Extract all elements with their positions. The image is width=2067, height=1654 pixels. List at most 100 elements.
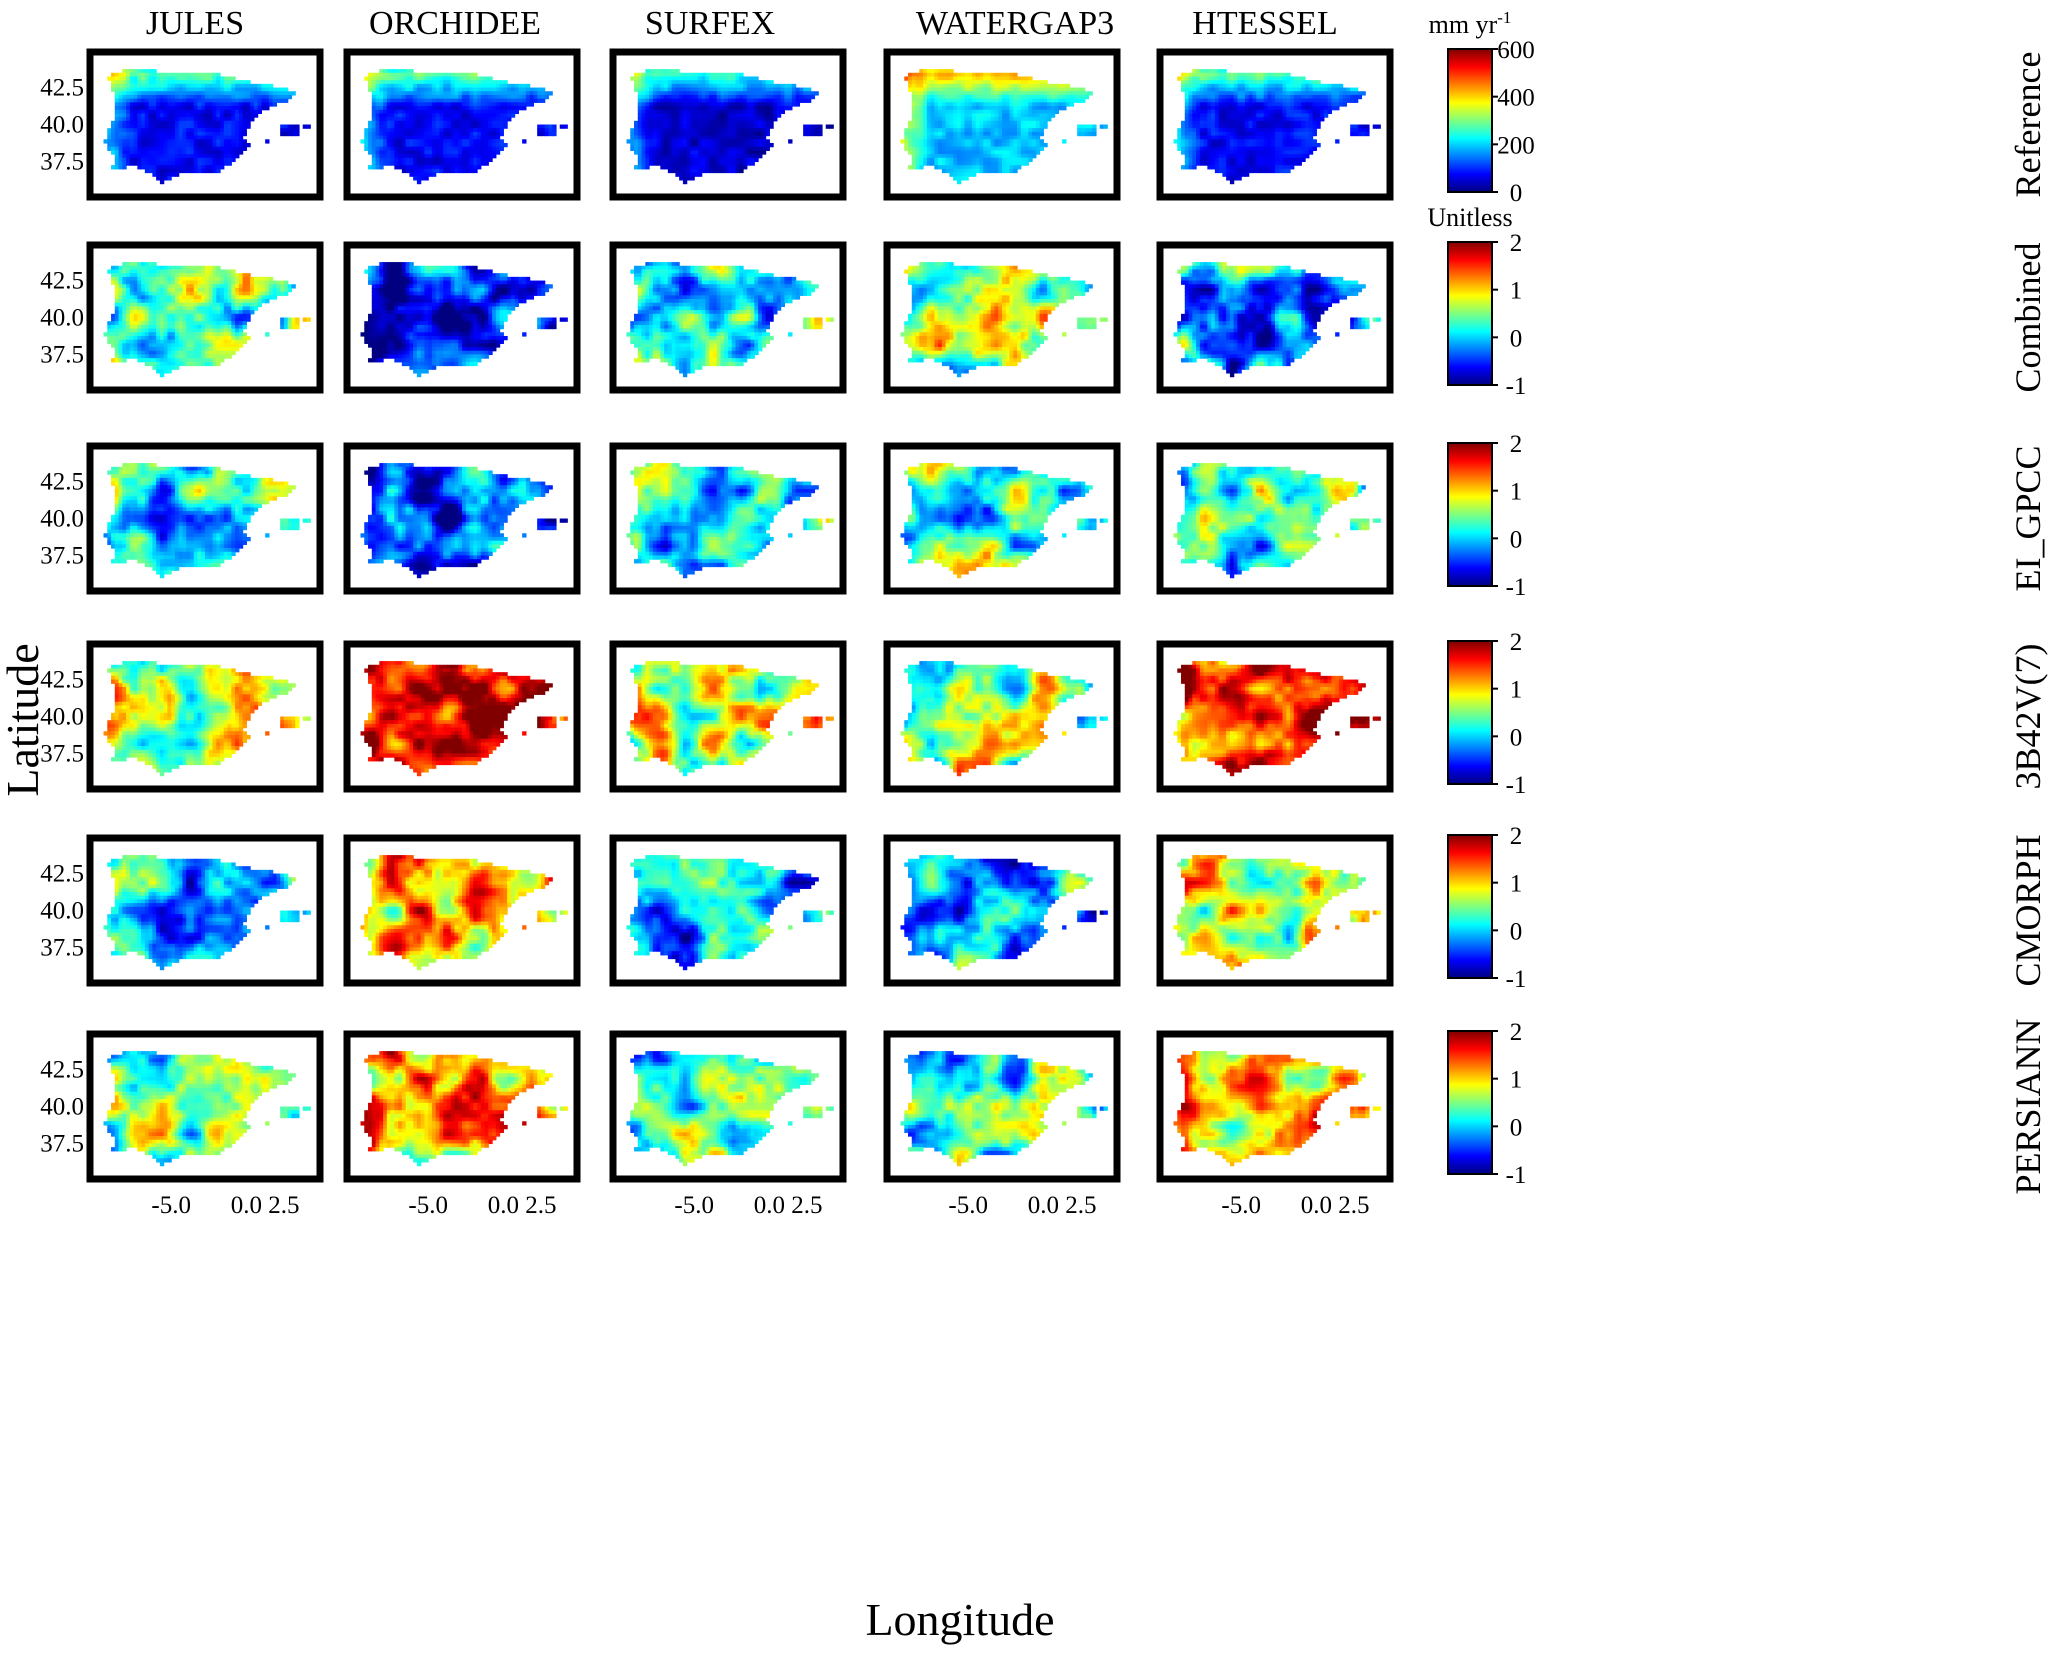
heatmap-cell [657,91,661,95]
heatmap-cell [1017,102,1021,106]
heatmap-cell [705,154,709,158]
heatmap-cell [781,84,785,88]
heatmap-cell [942,76,946,80]
heatmap-cell [1177,132,1181,136]
heatmap-cell [167,143,171,147]
heatmap-cell [754,158,758,162]
heatmap-cell [994,76,998,80]
heatmap-cell [428,76,432,80]
heatmap-cell [912,102,916,106]
heatmap-cell [119,110,123,114]
heatmap-cell [107,143,111,147]
heatmap-cell [720,88,724,92]
heatmap-cell [979,150,983,154]
heatmap-cell [145,106,149,110]
heatmap-cell [709,91,713,95]
heatmap-cell [987,169,991,173]
heatmap-cell [1013,84,1017,88]
heatmap-cell [398,139,402,143]
heatmap-cell [983,154,987,158]
heatmap-cell [149,139,153,143]
heatmap-cell [466,125,470,129]
heatmap-cell [1200,102,1204,106]
heatmap-cell [451,158,455,162]
heatmap-cell [949,143,953,147]
heatmap-cell [814,125,818,129]
heatmap-cell [953,161,957,165]
heatmap-cell [649,125,653,129]
heatmap-cell [394,113,398,117]
heatmap-cell [1092,128,1096,132]
heatmap-cell [432,128,436,132]
heatmap-cell [1211,143,1215,147]
heatmap-cell [413,88,417,92]
heatmap-cell [1055,95,1059,99]
heatmap-cell [115,102,119,106]
heatmap-cell [1230,125,1234,129]
heatmap-cell [953,102,957,106]
heatmap-cell [1177,136,1181,140]
heatmap-cell [919,84,923,88]
heatmap-cell [923,69,927,73]
heatmap-cell [182,102,186,106]
heatmap-cell [705,125,709,129]
heatmap-cell [164,99,168,103]
heatmap-cell [228,117,232,121]
heatmap-cell [231,99,235,103]
heatmap-cell [1271,73,1275,77]
heatmap-cell [284,95,288,99]
heatmap-cell [803,132,807,136]
heatmap-cell [961,88,965,92]
heatmap-cell [481,150,485,154]
heatmap-cell [417,165,421,169]
heatmap-cell [1002,76,1006,80]
heatmap-cell [235,117,239,121]
heatmap-cell [1010,165,1014,169]
heatmap-cell [364,128,368,132]
heatmap-cell [439,158,443,162]
heatmap-cell [687,176,691,180]
heatmap-cell [228,150,232,154]
heatmap-cell [979,158,983,162]
heatmap-cell [1279,139,1283,143]
heatmap-cell [638,158,642,162]
heatmap-cell [736,76,740,80]
heatmap-cell [413,158,417,162]
heatmap-cell [762,110,766,114]
heatmap-cell [762,143,766,147]
heatmap-cell [702,128,706,132]
heatmap-cell [175,125,179,129]
heatmap-cell [1021,80,1025,84]
heatmap-cell [530,102,534,106]
heatmap-cell [376,106,380,110]
heatmap-cell [777,99,781,103]
heatmap-cell [409,121,413,125]
heatmap-cell [243,110,247,114]
heatmap-cell [968,121,972,125]
heatmap-cell [451,154,455,158]
heatmap-cell [660,110,664,114]
heatmap-cell [228,136,232,140]
heatmap-cell [1192,84,1196,88]
heatmap-cell [111,76,115,80]
heatmap-cell [488,128,492,132]
heatmap-cell [511,113,515,117]
heatmap-cell [698,84,702,88]
heatmap-cell [130,106,134,110]
heatmap-cell [660,150,664,154]
heatmap-cell [228,113,232,117]
heatmap-cell [447,147,451,151]
heatmap-cell [953,136,957,140]
heatmap-cell [672,136,676,140]
heatmap-cell [409,80,413,84]
heatmap-cell [953,91,957,95]
heatmap-cell [194,73,198,77]
heatmap-cell [657,161,661,165]
heatmap-cell [439,110,443,114]
heatmap-cell [1207,113,1211,117]
heatmap-cell [668,132,672,136]
heatmap-cell [994,80,998,84]
heatmap-cell [182,110,186,114]
heatmap-cell [152,136,156,140]
heatmap-cell [660,99,664,103]
